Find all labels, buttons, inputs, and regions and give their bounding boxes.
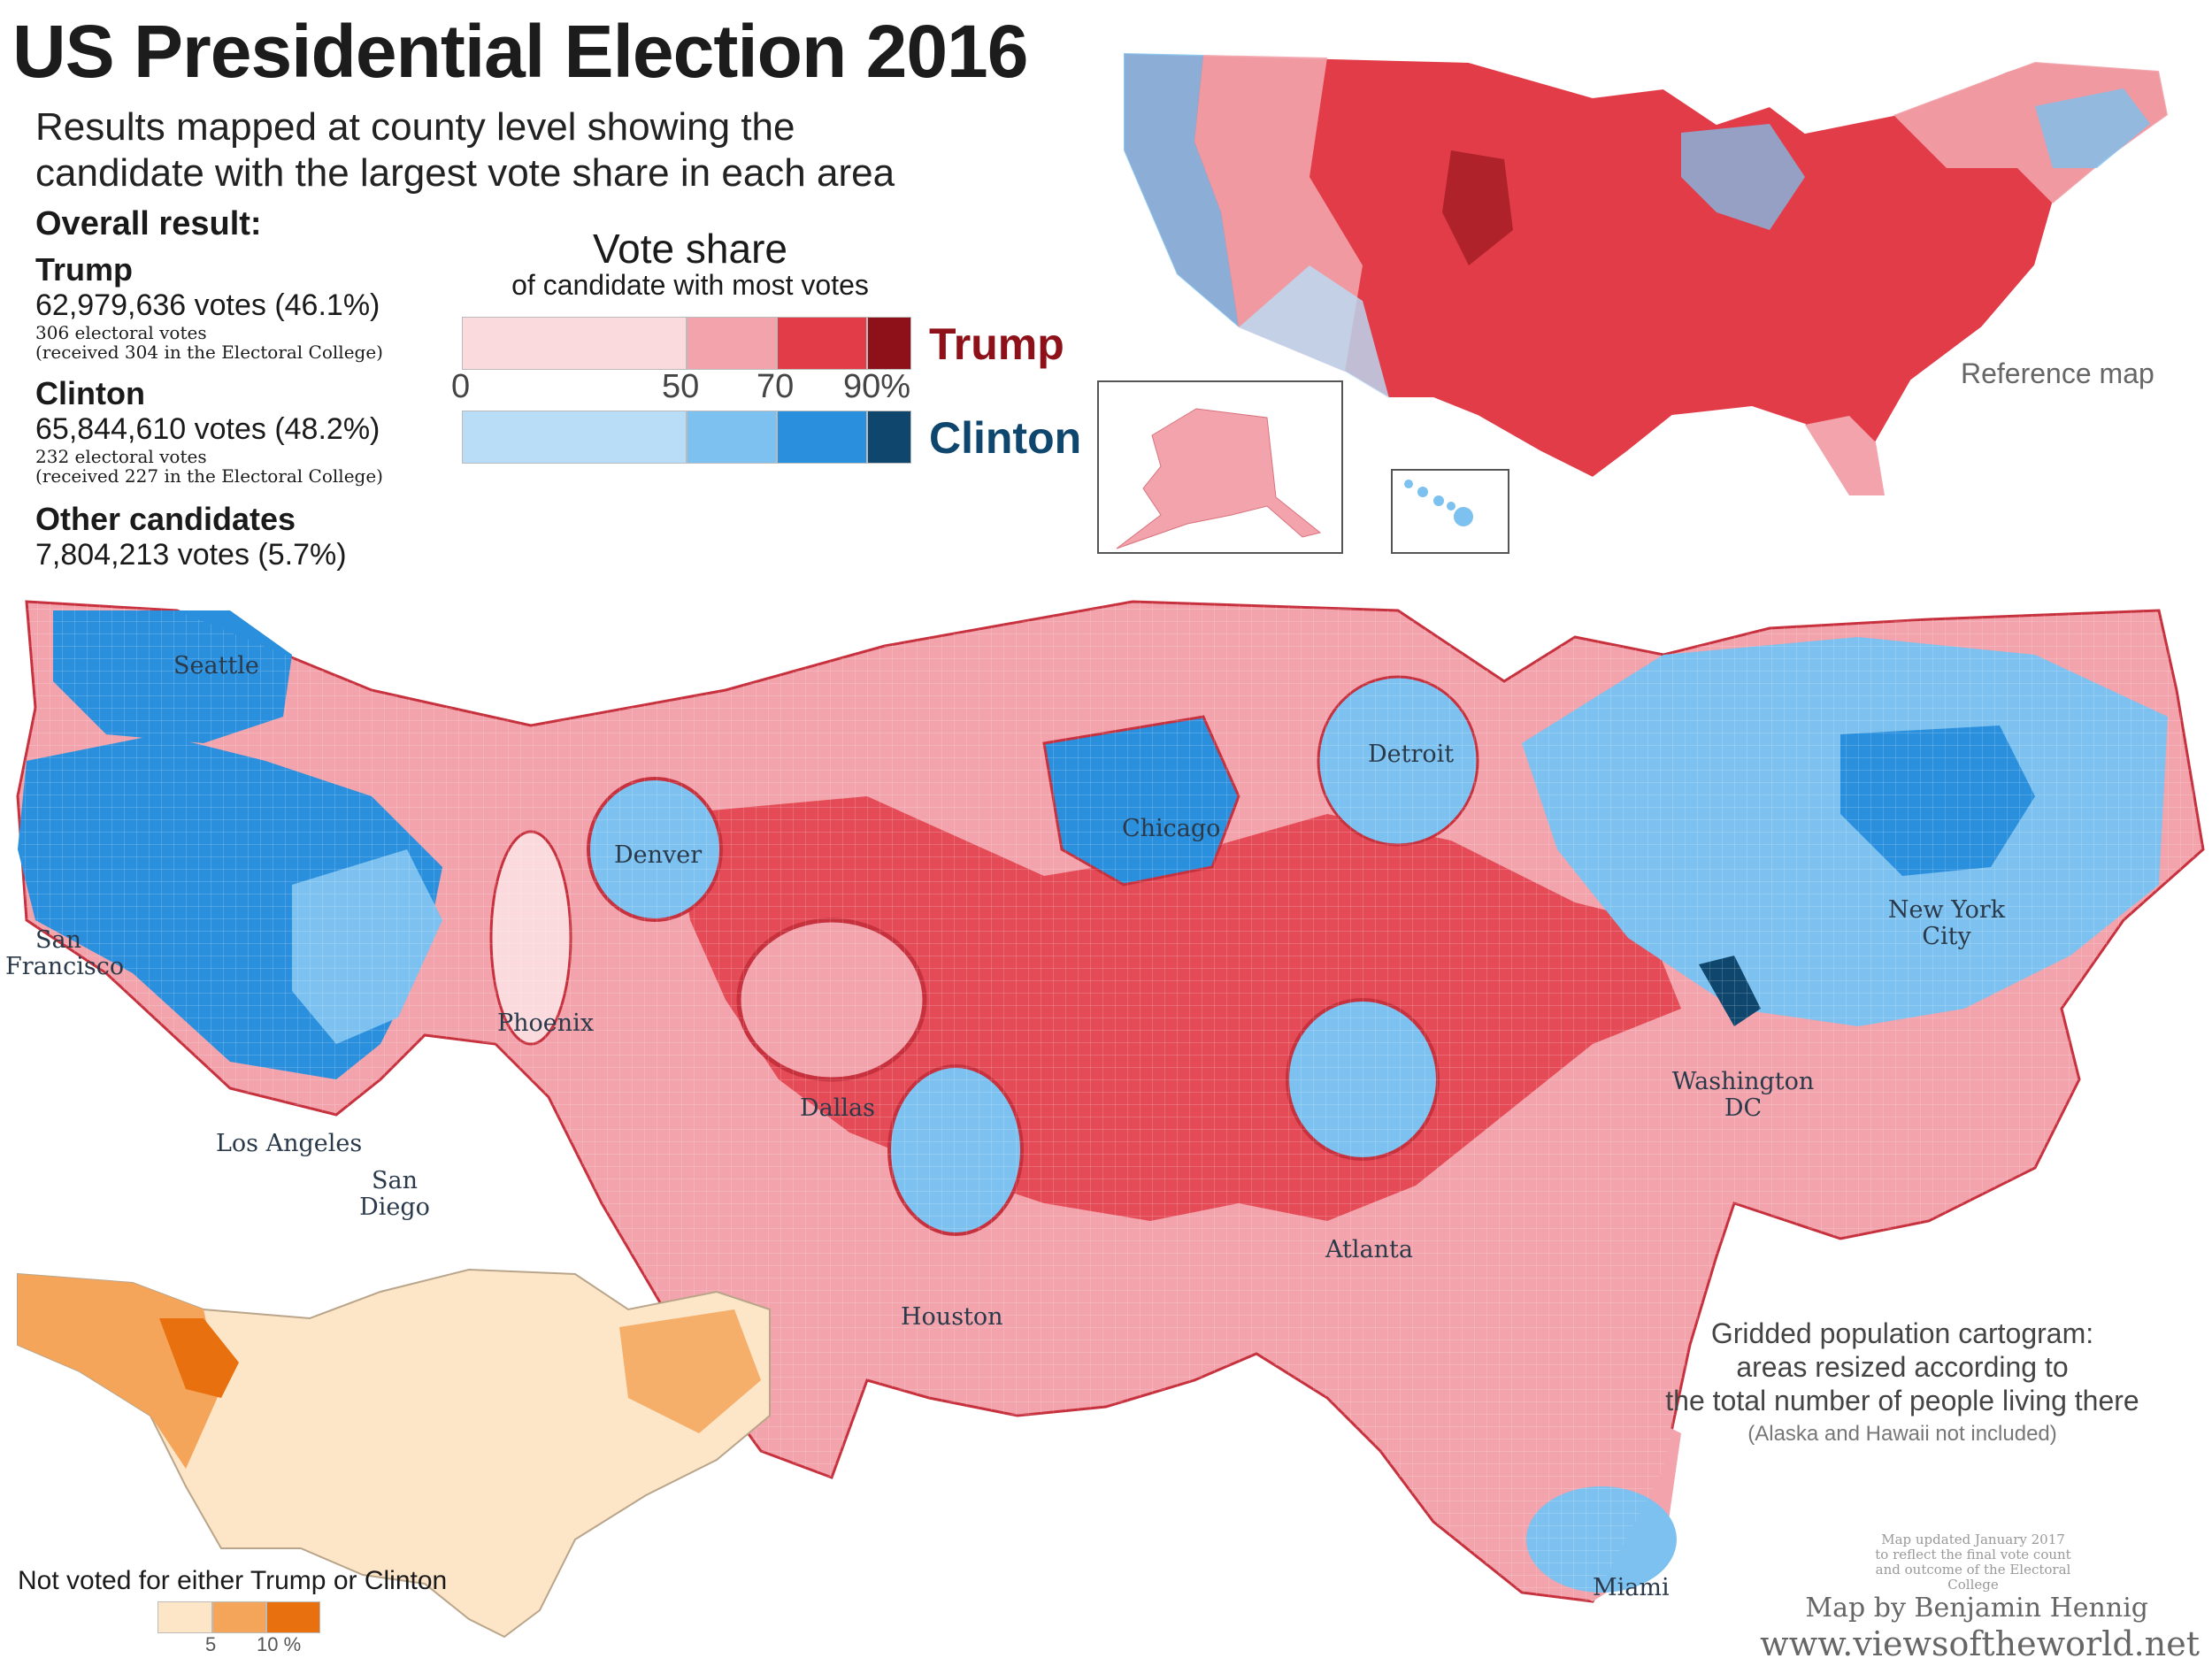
legend-tick-90: 90% — [843, 368, 911, 405]
city-label-seattle: Seattle — [173, 652, 259, 679]
city-label-phoenix: Phoenix — [497, 1010, 595, 1037]
trump-electoral: 306 electoral votes — [35, 322, 207, 343]
reference-map-florida — [1805, 416, 1885, 495]
other-votes-utah-dark — [159, 1318, 239, 1398]
others-name: Other candidates — [35, 501, 296, 537]
caption-line-3: the total number of people living there — [1665, 1385, 2139, 1416]
alaska-inset — [1097, 380, 1343, 554]
update-line-3: and outcome of the Electoral College — [1875, 1562, 2071, 1593]
trump-received: (received 304 in the Electoral College) — [35, 342, 383, 363]
trump-color-scale — [462, 317, 911, 370]
page-title: US Presidential Election 2016 — [12, 10, 1028, 93]
clinton-received: (received 227 in the Electoral College) — [35, 465, 383, 487]
hawaii-inset — [1391, 469, 1509, 554]
reference-map-great-plains-dark — [1442, 150, 1513, 265]
city-label-miami: Miami — [1593, 1574, 1670, 1601]
clinton-swatch-70-90 — [777, 411, 867, 464]
update-line-2: to reflect the final vote count — [1875, 1547, 2071, 1562]
clinton-swatch-90-100 — [867, 411, 911, 464]
trump-swatch-0-50 — [462, 317, 687, 370]
reference-map-label: Reference map — [1961, 357, 2154, 389]
hawaii-map — [1404, 480, 1473, 526]
subtitle-line-1: Results mapped at county level showing t… — [35, 105, 795, 149]
city-label-dallas: Dallas — [800, 1094, 875, 1122]
caption-line-1: Gridded population cartogram: — [1710, 1317, 2094, 1349]
others-votes: 7,804,213 votes (5.7%) — [35, 538, 347, 572]
legend-tick-70: 70 — [757, 368, 795, 405]
caption-line-2: areas resized according to — [1736, 1351, 2069, 1383]
website-credit: www.viewsoftheworld.net — [1760, 1624, 2200, 1663]
page-subtitle: Results mapped at county level showing t… — [35, 104, 1097, 196]
city-label-washington-dc: Washington DC — [1671, 1068, 1815, 1122]
update-note: Map updated January 2017 to reflect the … — [1858, 1532, 2088, 1593]
other-votes-tick-10: 10 % — [257, 1633, 302, 1655]
reference-map-great-lakes — [1681, 124, 1805, 230]
other-votes-northeast-orange — [619, 1309, 761, 1433]
city-label-denver: Denver — [614, 841, 703, 869]
other-votes-cartogram — [17, 1268, 771, 1639]
other-votes-tick-5: 5 — [205, 1633, 217, 1655]
trump-votes: 62,979,636 votes (46.1%) — [35, 288, 380, 322]
update-line-1: Map updated January 2017 — [1881, 1532, 2065, 1547]
city-label-san-francisco: San Francisco — [5, 926, 125, 980]
reference-map-southwest-blue — [1239, 265, 1389, 398]
clinton-color-scale — [462, 411, 911, 464]
other-votes-color-scale — [157, 1601, 320, 1633]
population-cartogram — [16, 600, 2205, 1603]
city-label-san-diego: San Diego — [359, 1167, 430, 1221]
trump-swatch-50-70 — [687, 317, 777, 370]
legend-title: Vote share — [593, 226, 787, 272]
trump-result-block: Trump 62,979,636 votes (46.1%) 306 elect… — [35, 251, 383, 362]
alaska-shape — [1116, 408, 1322, 549]
trump-swatch-90-100 — [867, 317, 911, 370]
reference-map — [1123, 51, 2170, 496]
others-result-block: Other candidates 7,804,213 votes (5.7%) — [35, 501, 347, 572]
legend-subtitle: of candidate with most votes — [511, 269, 869, 301]
city-label-los-angeles: Los Angeles — [216, 1130, 363, 1157]
overall-result-heading: Overall result: — [35, 205, 262, 242]
clinton-name: Clinton — [35, 375, 145, 411]
city-label-chicago: Chicago — [1122, 815, 1221, 842]
city-label-new-york-city: New York City — [1887, 896, 2006, 950]
other-swatch-5-10 — [212, 1601, 266, 1633]
city-label-atlanta: Atlanta — [1325, 1236, 1413, 1263]
cartogram-caption: Gridded population cartogram: areas resi… — [1646, 1317, 2159, 1451]
other-swatch-10-plus — [266, 1601, 320, 1633]
clinton-swatch-0-50 — [462, 411, 687, 464]
legend-tick-50: 50 — [662, 368, 700, 405]
trump-swatch-70-90 — [777, 317, 867, 370]
legend-trump-label: Trump — [929, 319, 1064, 369]
clinton-swatch-50-70 — [687, 411, 777, 464]
legend-clinton-label: Clinton — [929, 413, 1082, 463]
alaska-map — [1116, 408, 1322, 549]
trump-name: Trump — [35, 251, 134, 288]
subtitle-line-2: candidate with the largest vote share in… — [35, 151, 895, 195]
other-votes-title: Not voted for either Trump or Clinton — [18, 1566, 448, 1595]
other-swatch-0-5 — [157, 1601, 212, 1633]
hawaii-islands — [1404, 480, 1473, 526]
cartogram-grid-overlay — [18, 602, 2203, 1601]
reference-map-west-coast — [1124, 53, 1239, 327]
clinton-votes: 65,844,610 votes (48.2%) — [35, 412, 380, 446]
legend-tick-0: 0 — [451, 368, 471, 405]
city-label-detroit: Detroit — [1368, 741, 1455, 768]
author-credit: Map by Benjamin Hennig — [1805, 1593, 2148, 1624]
clinton-result-block: Clinton 65,844,610 votes (48.2%) 232 ele… — [35, 375, 383, 486]
city-label-houston: Houston — [901, 1303, 1003, 1331]
clinton-electoral: 232 electoral votes — [35, 446, 207, 467]
caption-note: (Alaska and Hawaii not included) — [1747, 1422, 2057, 1446]
reference-map-new-england-blue — [2035, 88, 2150, 168]
